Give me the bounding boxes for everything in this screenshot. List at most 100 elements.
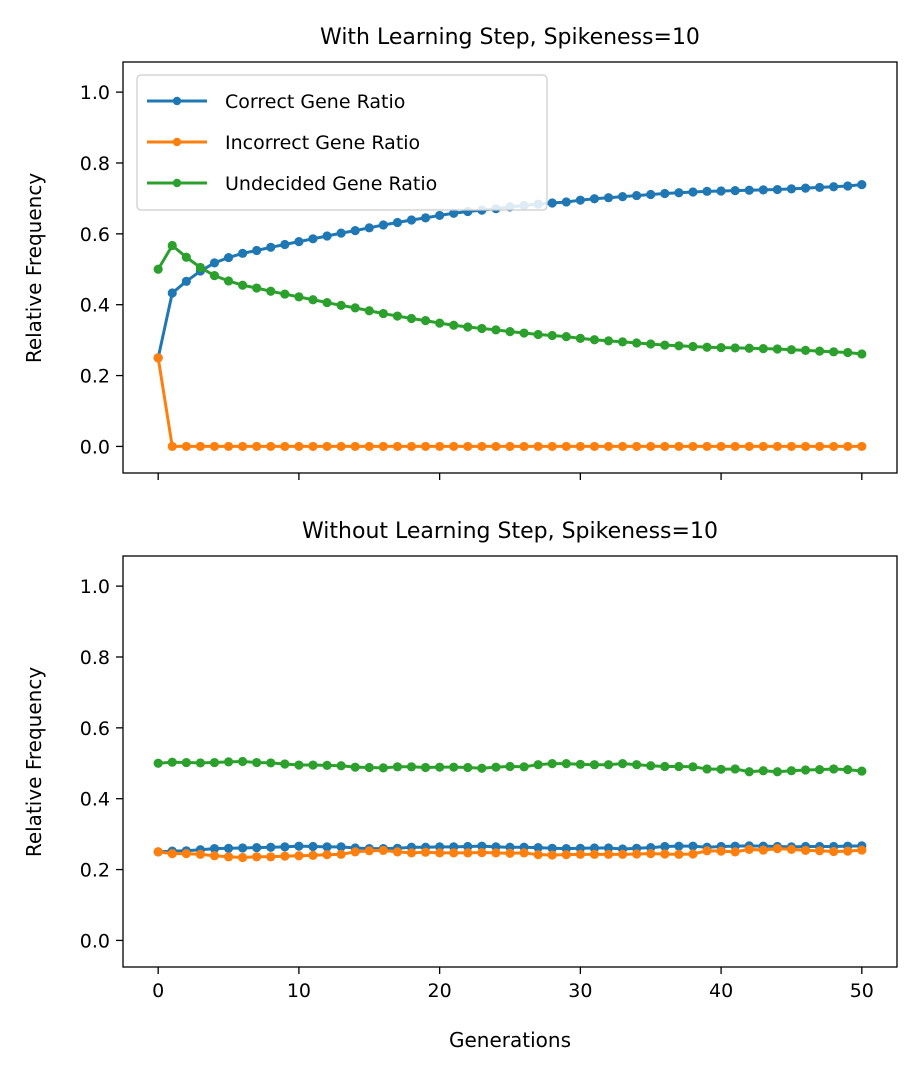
data-point-correct-gene-ratio [758,185,768,195]
data-point-incorrect-gene-ratio [153,847,163,857]
data-point-undecided-gene-ratio [252,283,262,293]
data-point-incorrect-gene-ratio [617,849,628,859]
data-point-incorrect-gene-ratio [378,845,388,856]
data-point-correct-gene-ratio [294,841,304,851]
data-point-undecided-gene-ratio [547,759,557,769]
data-point-undecided-gene-ratio [463,322,473,332]
data-point-incorrect-gene-ratio [477,847,487,858]
data-point-incorrect-gene-ratio [350,441,360,452]
data-point-incorrect-gene-ratio [336,441,346,452]
data-point-incorrect-gene-ratio [519,848,529,858]
data-point-undecided-gene-ratio [561,331,571,342]
data-point-correct-gene-ratio [238,248,248,258]
data-point-undecided-gene-ratio [688,762,698,772]
data-point-undecided-gene-ratio [800,345,811,356]
data-point-incorrect-gene-ratio [294,441,304,452]
data-point-undecided-gene-ratio [660,761,670,772]
data-point-undecided-gene-ratio [800,765,811,775]
data-point-incorrect-gene-ratio [153,353,163,363]
y-axis-label: Relative Frequency [22,667,46,857]
plot-frame [122,61,898,474]
data-point-correct-gene-ratio [350,226,360,236]
data-point-incorrect-gene-ratio [477,441,487,452]
data-point-correct-gene-ratio [308,841,318,852]
data-point-incorrect-gene-ratio [744,441,754,452]
data-point-correct-gene-ratio [688,841,698,851]
data-point-undecided-gene-ratio [195,262,205,273]
data-point-correct-gene-ratio [181,276,191,286]
data-point-undecided-gene-ratio [280,289,290,299]
data-point-undecided-gene-ratio [716,764,726,774]
data-point-undecided-gene-ratio [420,316,431,326]
data-point-incorrect-gene-ratio [575,849,585,859]
y-tick-label: 0.2 [80,860,110,882]
data-point-incorrect-gene-ratio [702,846,712,856]
legend: Correct Gene Ratio Incorrect Gene Ratio … [136,74,548,211]
data-point-correct-gene-ratio [533,843,543,853]
data-point-undecided-gene-ratio [266,286,276,296]
data-point-incorrect-gene-ratio [181,849,191,859]
data-point-correct-gene-ratio [280,239,290,250]
data-point-incorrect-gene-ratio [505,848,515,858]
data-point-correct-gene-ratio [336,228,346,238]
data-point-incorrect-gene-ratio [280,851,290,861]
data-point-incorrect-gene-ratio [688,849,698,859]
data-point-correct-gene-ratio [463,841,473,852]
data-point-incorrect-gene-ratio [857,845,867,855]
data-point-undecided-gene-ratio [350,762,360,772]
data-point-undecided-gene-ratio [533,760,543,770]
data-point-undecided-gene-ratio [519,328,529,338]
data-point-incorrect-gene-ratio [758,845,768,855]
legend-label-undecided: Undecided Gene Ratio [225,173,437,195]
data-point-correct-gene-ratio [857,179,867,190]
data-point-undecided-gene-ratio [420,762,431,773]
data-point-incorrect-gene-ratio [252,852,262,862]
data-point-undecided-gene-ratio [843,347,853,358]
data-point-correct-gene-ratio [322,842,332,852]
data-point-incorrect-gene-ratio [786,844,797,854]
data-point-undecided-gene-ratio [223,757,234,767]
data-point-incorrect-gene-ratio [843,846,853,856]
data-point-undecided-gene-ratio [378,308,388,319]
data-point-undecided-gene-ratio [280,759,290,769]
data-point-correct-gene-ratio [238,843,248,853]
data-point-undecided-gene-ratio [392,311,403,321]
data-point-correct-gene-ratio [716,186,726,196]
data-point-incorrect-gene-ratio [561,441,571,452]
data-point-incorrect-gene-ratio [561,850,571,860]
data-point-correct-gene-ratio [392,217,403,228]
data-point-incorrect-gene-ratio [772,441,782,452]
data-point-incorrect-gene-ratio [266,441,276,452]
chart-without-learning-step: Without Learning Step, Spikeness=10 Rela… [22,519,898,1052]
data-point-incorrect-gene-ratio [533,441,543,452]
data-point-undecided-gene-ratio [209,757,220,768]
data-point-incorrect-gene-ratio [491,441,501,452]
data-point-incorrect-gene-ratio [491,848,501,858]
data-point-correct-gene-ratio [815,182,825,193]
data-point-incorrect-gene-ratio [547,850,557,860]
data-point-incorrect-gene-ratio [815,846,825,856]
data-point-incorrect-gene-ratio [435,441,445,452]
data-point-incorrect-gene-ratio [603,441,614,452]
data-point-correct-gene-ratio [252,245,262,256]
x-tick-label: 0 [152,980,164,1002]
data-point-undecided-gene-ratio [209,271,220,281]
data-point-undecided-gene-ratio [364,306,374,316]
data-point-incorrect-gene-ratio [252,441,262,452]
legend-label-correct: Correct Gene Ratio [225,91,405,113]
data-point-incorrect-gene-ratio [364,846,374,856]
data-point-undecided-gene-ratio [674,761,684,772]
data-point-correct-gene-ratio [364,223,374,233]
data-point-undecided-gene-ratio [815,765,825,775]
data-point-incorrect-gene-ratio [364,441,374,452]
data-point-incorrect-gene-ratio [589,441,600,452]
data-point-incorrect-gene-ratio [266,852,276,862]
data-point-undecided-gene-ratio [238,280,248,290]
data-point-undecided-gene-ratio [167,757,177,767]
data-point-undecided-gene-ratio [477,763,487,773]
data-point-correct-gene-ratio [308,234,318,244]
data-point-undecided-gene-ratio [308,295,318,305]
data-point-undecided-gene-ratio [153,758,163,768]
data-point-undecided-gene-ratio [688,341,698,352]
data-point-correct-gene-ratio [406,215,417,225]
